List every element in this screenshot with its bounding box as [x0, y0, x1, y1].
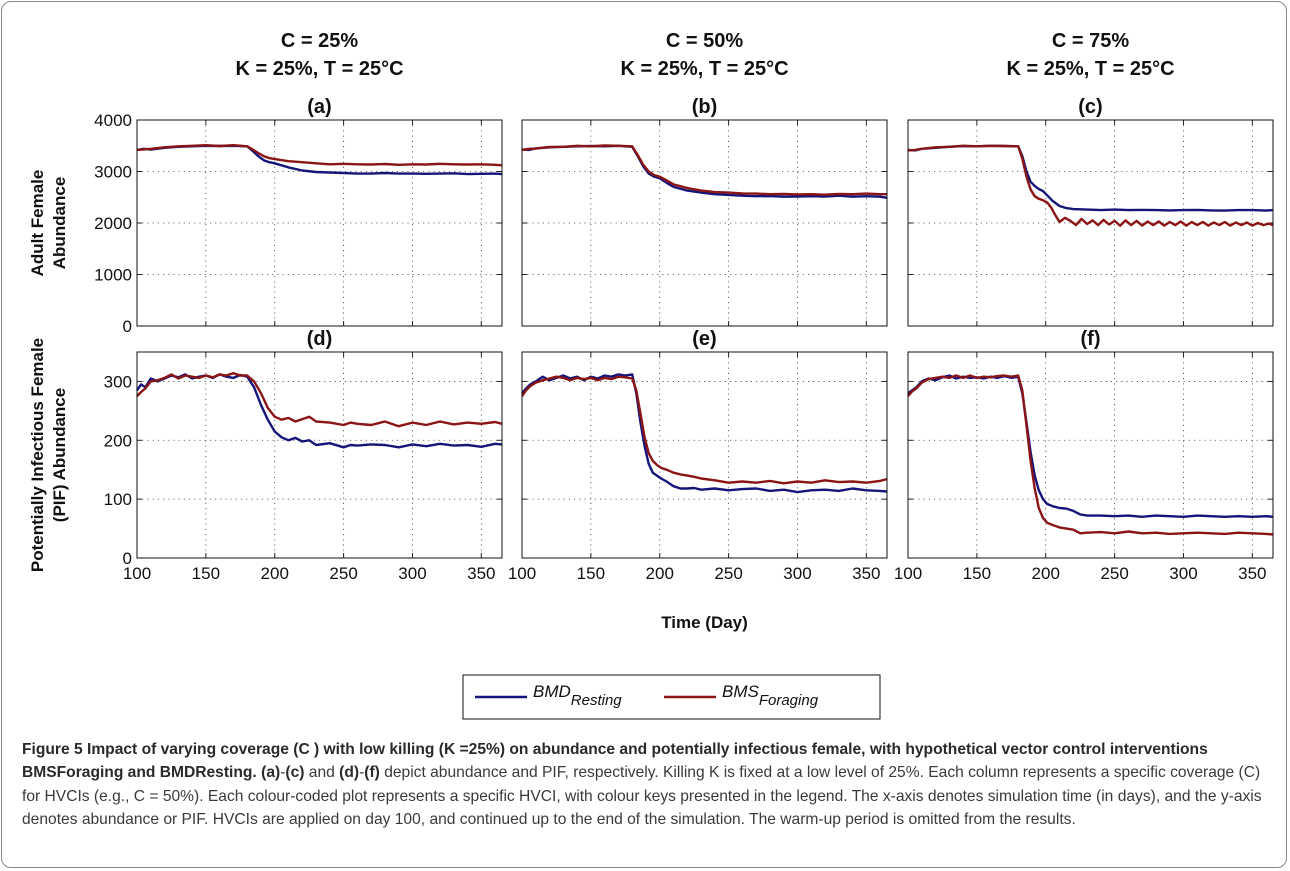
x-tick-label: 150: [963, 564, 991, 583]
y-tick-label: 2000: [94, 214, 132, 233]
caption-ref-a: (a): [261, 764, 281, 782]
y-axis-label-line: (PIF) Abundance: [50, 388, 69, 522]
y-tick-label: 1000: [94, 266, 132, 285]
x-tick-label: 100: [123, 564, 151, 583]
x-tick-label: 300: [398, 564, 426, 583]
x-tick-label: 200: [1032, 564, 1060, 583]
x-tick-label: 250: [714, 564, 742, 583]
column-title-line2: K = 25%, T = 25°C: [235, 58, 403, 80]
x-tick-label: 250: [329, 564, 357, 583]
caption-text-1: -: [280, 764, 286, 782]
x-tick-label: 100: [894, 564, 922, 583]
x-tick-label: 350: [852, 564, 880, 583]
series-line: [521, 375, 888, 485]
series-line: [521, 144, 887, 196]
panel-label: (d): [307, 328, 333, 350]
column-title-line1: C = 25%: [281, 30, 358, 52]
legend-label: BMSForaging: [722, 682, 819, 709]
x-tick-label: 150: [577, 564, 605, 583]
y-axis-label-line: Abundance: [50, 177, 69, 270]
series-line: [907, 144, 1274, 227]
x-tick-label: 250: [1100, 564, 1128, 583]
x-axis-label: Time (Day): [661, 613, 748, 632]
panel-label: (a): [307, 96, 331, 118]
column-title-line2: K = 25%, T = 25°C: [1006, 58, 1174, 80]
figure-caption: Figure 5 Impact of varying coverage (C )…: [22, 738, 1270, 831]
caption-text-3: -: [359, 764, 365, 782]
series-line: [136, 144, 503, 176]
y-tick-label: 0: [123, 317, 132, 336]
panel-frame: [136, 119, 503, 327]
y-tick-label: 100: [104, 490, 132, 509]
column-title-line1: C = 50%: [666, 30, 743, 52]
caption-ref-d: (d): [339, 764, 360, 782]
y-tick-label: 0: [123, 549, 132, 568]
series-line: [907, 144, 1274, 212]
panel-label: (c): [1078, 96, 1102, 118]
x-tick-label: 200: [261, 564, 289, 583]
y-tick-label: 300: [104, 372, 132, 391]
x-tick-label: 350: [467, 564, 495, 583]
x-tick-label: 200: [646, 564, 674, 583]
x-tick-label: 300: [783, 564, 811, 583]
x-tick-label: 100: [508, 564, 536, 583]
panel-frame: [521, 351, 888, 559]
panel-frame: [907, 119, 1274, 327]
series-line: [136, 373, 503, 449]
caption-text-4: depict abundance and PIF, respectively. …: [22, 764, 1262, 828]
series-line: [907, 374, 1274, 536]
figure-chart: C = 25% K = 25%, T = 25°C C = 50% K = 25%, …: [28, 30, 1274, 720]
caption-ref-c: (c): [285, 764, 305, 782]
panel-frame: [907, 351, 1274, 559]
y-tick-label: 4000: [94, 111, 132, 130]
caption-title: Figure 5 Impact of varying coverage (C )…: [22, 741, 1208, 782]
series-line: [521, 373, 888, 494]
panel-label: (e): [692, 328, 716, 350]
column-title-line1: C = 75%: [1052, 30, 1129, 52]
panel-frame: [136, 351, 503, 559]
y-axis-label-line: Potentially Infectious Female: [28, 338, 47, 572]
caption-ref-f: (f): [364, 764, 380, 782]
panel-label: (b): [692, 96, 718, 118]
column-title-line2: K = 25%, T = 25°C: [620, 58, 788, 80]
panel-label: (f): [1081, 328, 1101, 350]
y-axis-label-line: Adult Female: [28, 170, 47, 277]
y-tick-label: 200: [104, 431, 132, 450]
panel-frame: [521, 119, 888, 327]
x-tick-label: 350: [1238, 564, 1266, 583]
series-line: [136, 143, 503, 167]
series-line: [136, 372, 503, 428]
series-line: [907, 374, 1274, 518]
legend-label: BMDResting: [533, 682, 622, 709]
x-tick-label: 300: [1169, 564, 1197, 583]
y-tick-label: 3000: [94, 163, 132, 182]
x-tick-label: 150: [192, 564, 220, 583]
caption-text-2: and: [304, 764, 340, 782]
